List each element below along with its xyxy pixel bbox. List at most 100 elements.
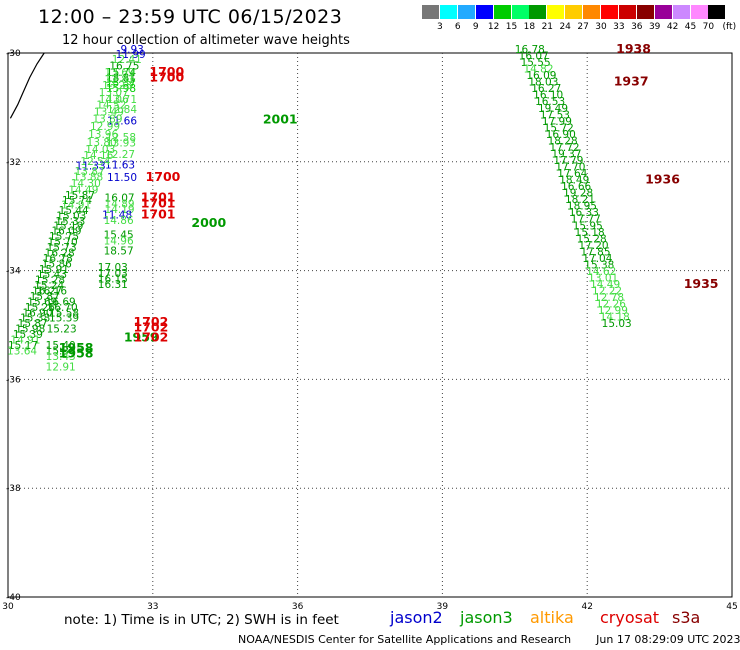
y-tick-label: -32: [6, 158, 21, 168]
legend-label: 24: [559, 22, 571, 32]
legend-swatch: [511, 5, 529, 19]
wave-height-label: 14.82: [523, 64, 553, 76]
wave-height-label: 15.72: [544, 122, 574, 134]
legend-label: 39: [648, 22, 661, 32]
wave-height-label: 14.89: [105, 198, 135, 210]
page-title: 12:00 – 23:59 UTC 06/15/2023: [38, 6, 343, 28]
wave-height-label: 15.70: [48, 237, 78, 249]
wave-height-label: 13.87: [75, 166, 105, 178]
satellite-s3a: s3a: [672, 608, 701, 627]
wave-height-label: 12.84: [107, 104, 137, 116]
wave-height-label: 16.90: [546, 129, 576, 141]
wave-height-label: 17.85: [580, 246, 610, 258]
legend-swatch: [583, 5, 601, 19]
legend-label: 30: [595, 22, 607, 32]
x-tick-label: 36: [292, 602, 304, 612]
satellite-altika: altika: [530, 608, 574, 627]
wave-height-label: 12.27: [105, 149, 135, 161]
pass-time-label: 1935: [684, 276, 719, 291]
wave-height-label: 15.87: [18, 318, 48, 330]
legend-label: 3: [437, 22, 443, 32]
wave-height-label: 17.99: [542, 116, 572, 128]
wave-height-label: 16.07: [519, 51, 549, 63]
legend-label: 21: [541, 22, 554, 32]
wave-height-label: 13.69: [105, 67, 135, 79]
pass-time-label: 1700: [149, 69, 184, 84]
legend-swatch: [439, 5, 457, 19]
wave-height-label: 15.24: [34, 280, 64, 292]
wave-height-label: 15.03: [56, 210, 86, 222]
wave-height-label: 17.64: [557, 168, 587, 180]
y-tick-label: -36: [6, 375, 21, 385]
wave-height-label: 15.44: [59, 205, 89, 217]
wave-height-label: 18.21: [565, 194, 595, 206]
wave-height-label: 13.07: [99, 87, 129, 99]
wave-height-label: 15.87: [65, 190, 95, 202]
wave-height-label: 15.37: [106, 78, 136, 90]
wave-height-label: 13.01: [588, 272, 618, 284]
wave-height-label: 15.75: [49, 231, 79, 243]
wave-height-label: 12.81: [105, 74, 135, 86]
wave-height-label: 16.27: [32, 286, 62, 298]
wave-height-label: 16.28: [45, 247, 75, 259]
wave-height-label: 16.31: [98, 279, 128, 291]
wave-height-label: 15.73: [47, 242, 77, 254]
wave-height-label: 11.50: [107, 172, 137, 184]
wave-height-label: 15.69: [27, 296, 57, 308]
map-frame: [7, 52, 733, 598]
legend-swatch: [672, 5, 690, 19]
wave-height-label: 12.78: [594, 292, 624, 304]
pass-time-label: 1958: [59, 346, 94, 361]
footer-credit: NOAA/NESDIS Center for Satellite Applica…: [238, 633, 740, 646]
wave-height-label: 16.15: [98, 274, 128, 286]
wave-height-label: 16.90: [22, 307, 52, 319]
wave-height-label: 19.49: [538, 103, 568, 115]
wave-height-label: 14.49: [590, 279, 620, 291]
legend-swatch: [654, 5, 672, 19]
wave-height-label: 15.39: [13, 329, 43, 341]
wave-height-label: 14.62: [586, 266, 616, 278]
x-tick-label: 45: [726, 602, 737, 612]
wave-height-label: 16.16: [37, 286, 67, 298]
pass-time-label: 2000: [191, 215, 226, 230]
wave-height-label: 16.33: [569, 207, 599, 219]
wave-height-label: 13.71: [107, 94, 137, 106]
wave-height-label: 15.17: [8, 340, 38, 352]
wave-height-label: 16.53: [535, 96, 565, 108]
wave-height-label: 13.64: [7, 345, 37, 357]
legend-label: 12: [487, 22, 500, 32]
wave-height-label: 15.40: [46, 340, 76, 352]
wave-height-label: 13.89: [92, 114, 122, 126]
footer-timestamp: Jun 17 08:29:09 UTC 2023: [596, 633, 740, 646]
wave-height-label: 18.03: [528, 77, 558, 89]
pass-time-label: 1701: [141, 206, 176, 221]
pass-time-label: 1700: [149, 64, 184, 79]
legend-label: 42: [666, 22, 679, 32]
legend-swatch: [457, 5, 475, 19]
wave-height-label: 14.30: [71, 178, 101, 190]
legend-swatch: [708, 5, 726, 19]
wave-height-label: 17.53: [540, 109, 570, 121]
legend-swatch: [422, 5, 439, 19]
legend-label: 36: [631, 22, 643, 32]
wave-height-label: 15.23: [47, 324, 77, 336]
pass-time-label: 1702: [133, 329, 168, 344]
pass-time-label: 1702: [133, 320, 168, 335]
pass-time-label: 1959: [124, 329, 159, 344]
wave-height-label: 16.07: [105, 193, 135, 205]
legend-swatch: [618, 5, 636, 19]
wave-height-label: 14.16: [83, 150, 113, 162]
wave-height-label: 15.55: [521, 57, 551, 69]
legend-swatch: [493, 5, 511, 19]
legend-label: 45: [684, 22, 697, 32]
wave-height-label: 15.38: [46, 345, 76, 357]
wave-height-label: 19.37: [551, 148, 581, 160]
wave-height-label: 15.28: [35, 275, 65, 287]
wave-height-label: 17.70: [555, 162, 585, 174]
wave-height-label: 14.96: [104, 235, 134, 247]
legend-swatch: [636, 5, 654, 19]
wave-height-label: 16.09: [526, 70, 556, 82]
wave-height-label: 15.98: [106, 83, 136, 95]
y-tick-label: -38: [6, 484, 21, 494]
